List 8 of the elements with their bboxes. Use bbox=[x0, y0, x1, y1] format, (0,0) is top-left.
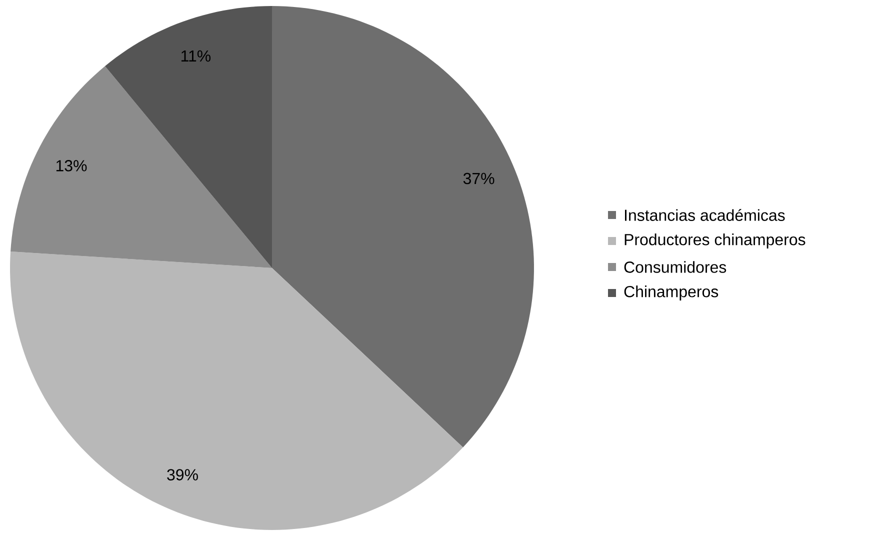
legend-label: Chinamperos bbox=[624, 286, 718, 300]
data-label: 13% bbox=[56, 160, 87, 172]
legend-label: Instancias académicas bbox=[625, 209, 785, 221]
data-label: 39% bbox=[167, 469, 198, 480]
data-label: 37% bbox=[463, 172, 494, 184]
data-label: 11% bbox=[181, 50, 211, 62]
legend-label: Consumidores bbox=[624, 261, 726, 273]
legend-label: Productores chinamperos bbox=[624, 234, 806, 248]
